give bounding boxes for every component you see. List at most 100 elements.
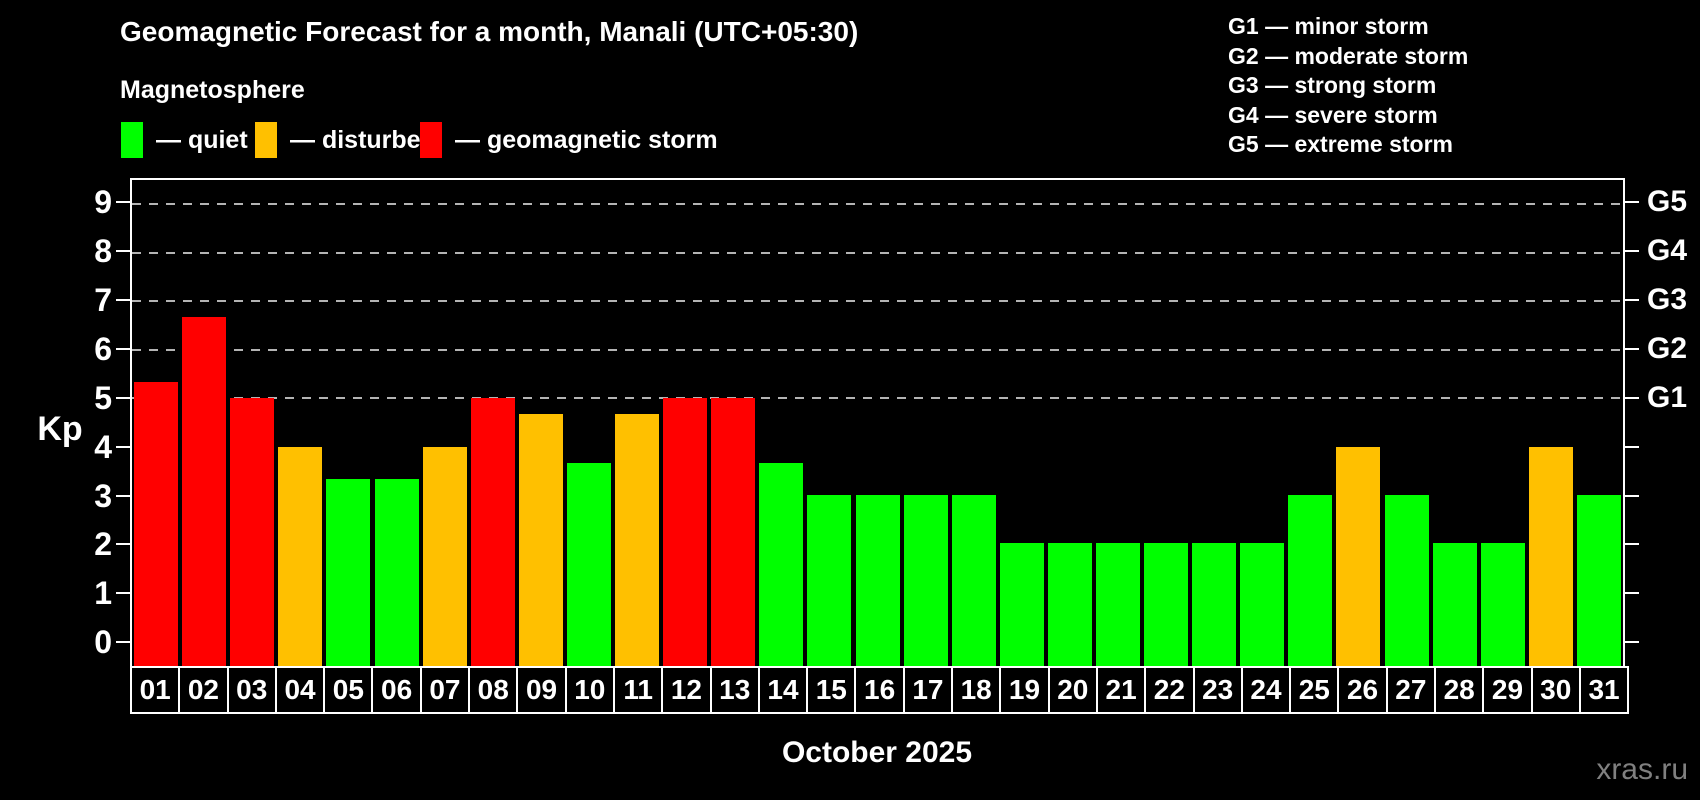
y-tick-left-2: [116, 543, 130, 546]
day-label-28: 28: [1434, 666, 1485, 714]
y-tick-right-9: [1625, 201, 1639, 204]
day-label-06: 06: [371, 666, 422, 714]
y-tick-label-4: 4: [94, 428, 112, 465]
chart-title: Geomagnetic Forecast for a month, Manali…: [120, 16, 859, 47]
day-label-24: 24: [1240, 666, 1292, 714]
day-label-30: 30: [1530, 666, 1581, 714]
day-label-13: 13: [709, 666, 760, 714]
g-level-label-G4: G4: [1647, 234, 1688, 268]
gridline-kp8: [132, 251, 1623, 254]
day-label-21: 21: [1095, 666, 1147, 714]
kp-bar-day-19: [999, 543, 1044, 666]
legend-entry-storm: — geomagnetic storm: [420, 122, 718, 158]
y-tick-left-8: [116, 250, 130, 253]
legend-entry-disturbed: — disturbed: [255, 122, 436, 158]
legend-label-disturbed: — disturbed: [290, 125, 436, 154]
kp-bar-day-25: [1288, 494, 1333, 666]
kp-bar-day-15: [807, 494, 852, 666]
day-label-09: 09: [516, 666, 567, 714]
y-tick-label-3: 3: [94, 477, 112, 514]
y-tick-right-2: [1625, 543, 1639, 546]
g-level-label-G1: G1: [1647, 380, 1688, 414]
g-scale-legend: G1 — minor storm G2 — moderate storm G3 — …: [1228, 12, 1468, 160]
g-level-label-G3: G3: [1647, 283, 1688, 317]
gridline-kp6: [132, 348, 1623, 351]
legend-entry-quiet: — quiet: [121, 122, 248, 158]
y-tick-right-1: [1625, 592, 1639, 595]
legend-swatch-disturbed: [255, 122, 277, 158]
gridline-kp7: [132, 300, 1623, 303]
kp-bar-day-18: [951, 494, 996, 666]
kp-bar-day-26: [1336, 446, 1381, 666]
y-tick-label-8: 8: [94, 233, 112, 270]
y-tick-label-6: 6: [94, 330, 112, 367]
g-level-label-G5: G5: [1647, 185, 1688, 219]
kp-bar-day-24: [1240, 543, 1285, 666]
day-label-18: 18: [951, 666, 1002, 714]
y-tick-label-9: 9: [94, 184, 112, 221]
kp-bar-day-22: [1144, 543, 1189, 666]
y-tick-left-3: [116, 494, 130, 497]
y-tick-right-5: [1625, 396, 1639, 399]
y-tick-left-0: [116, 641, 130, 644]
y-tick-left-6: [116, 347, 130, 350]
day-label-10: 10: [564, 666, 615, 714]
day-label-03: 03: [226, 666, 277, 714]
kp-bar-day-21: [1095, 543, 1140, 666]
kp-bar-day-31: [1576, 494, 1621, 666]
legend-swatch-quiet: [121, 122, 143, 158]
plot-area: [130, 178, 1625, 668]
y-tick-label-2: 2: [94, 526, 112, 563]
day-label-23: 23: [1192, 666, 1243, 714]
kp-bar-day-23: [1192, 543, 1237, 666]
kp-bar-day-09: [518, 414, 563, 666]
y-tick-label-5: 5: [94, 379, 112, 416]
day-label-26: 26: [1337, 666, 1388, 714]
y-axis-title: Kp: [37, 410, 83, 448]
day-label-20: 20: [1047, 666, 1098, 714]
y-tick-label-1: 1: [94, 575, 112, 612]
magnetosphere-label: Magnetosphere: [120, 76, 305, 104]
y-tick-left-1: [116, 592, 130, 595]
day-label-01: 01: [130, 666, 181, 714]
gridline-kp9: [132, 203, 1623, 206]
day-label-08: 08: [468, 666, 519, 714]
x-axis-title: October 2025: [781, 736, 973, 769]
kp-bar-day-20: [1047, 543, 1092, 666]
y-tick-right-3: [1625, 494, 1639, 497]
day-label-17: 17: [902, 666, 954, 714]
xras-watermark: xras.ru: [1596, 753, 1688, 786]
kp-bar-day-17: [903, 494, 948, 666]
g-level-label-G2: G2: [1647, 331, 1688, 365]
kp-bar-day-02: [182, 317, 227, 666]
x-axis-day-labels: 01 02 03 04 05 06 07 08 09 10 11 12 13 14 15 16 17 18 19 20…: [130, 666, 1630, 714]
y-tick-label-7: 7: [94, 282, 112, 319]
g-legend-line-3: G3 — strong storm: [1228, 72, 1437, 98]
day-label-29: 29: [1482, 666, 1533, 714]
kp-bar-day-30: [1528, 446, 1573, 666]
day-label-16: 16: [854, 666, 905, 714]
day-label-07: 07: [419, 666, 471, 714]
day-label-04: 04: [274, 666, 326, 714]
kp-bar-day-14: [759, 462, 804, 666]
y-tick-label-0: 0: [94, 624, 112, 661]
g-legend-line-5: G5 — extreme storm: [1228, 131, 1453, 157]
kp-bar-day-07: [422, 446, 467, 666]
kp-bar-day-01: [134, 382, 179, 666]
day-label-27: 27: [1385, 666, 1437, 714]
kp-bar-day-28: [1432, 543, 1477, 666]
kp-bar-day-05: [326, 478, 371, 666]
kp-bar-day-12: [663, 398, 708, 666]
day-label-02: 02: [178, 666, 229, 714]
day-label-14: 14: [757, 666, 809, 714]
y-tick-right-6: [1625, 347, 1639, 350]
kp-bar-day-06: [374, 478, 419, 666]
y-tick-left-9: [116, 201, 130, 204]
y-tick-right-4: [1625, 445, 1639, 448]
kp-bar-day-03: [230, 398, 275, 666]
kp-bar-day-16: [855, 494, 900, 666]
g-legend-line-2: G2 — moderate storm: [1228, 42, 1469, 69]
kp-bar-day-04: [278, 446, 323, 666]
day-label-15: 15: [806, 666, 857, 714]
